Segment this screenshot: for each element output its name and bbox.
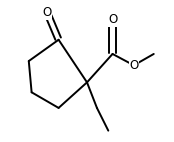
- Text: O: O: [108, 13, 117, 26]
- Text: O: O: [129, 59, 139, 72]
- Text: O: O: [43, 6, 52, 19]
